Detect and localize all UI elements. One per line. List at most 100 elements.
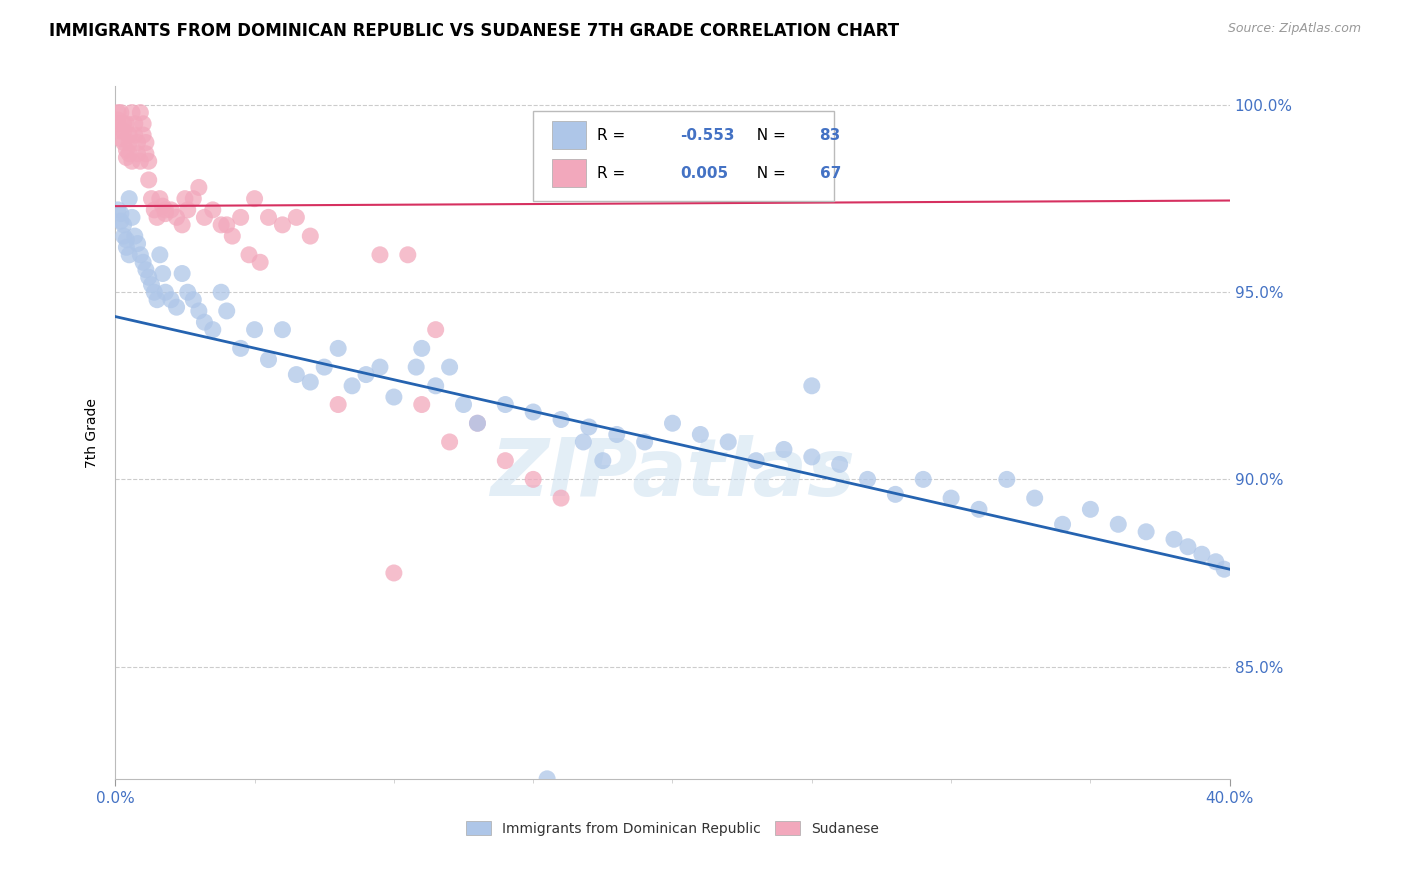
Point <box>884 487 907 501</box>
Point <box>115 143 138 157</box>
Point <box>299 229 322 244</box>
Point <box>141 192 163 206</box>
Point <box>193 315 215 329</box>
Point <box>572 434 595 449</box>
Point <box>257 211 280 225</box>
Point <box>215 304 238 318</box>
Point <box>149 248 172 262</box>
Point <box>1080 502 1102 516</box>
Point <box>967 502 990 516</box>
Point <box>328 342 350 356</box>
Point <box>800 379 823 393</box>
Point <box>152 267 174 281</box>
Text: N =: N = <box>747 166 790 181</box>
Point <box>550 491 572 505</box>
Point <box>229 211 252 225</box>
Point <box>181 293 204 307</box>
Point <box>939 491 962 505</box>
Point <box>405 360 427 375</box>
Point <box>107 113 129 128</box>
Point <box>177 202 200 217</box>
Point <box>439 360 461 375</box>
Point <box>773 442 796 457</box>
Point <box>187 304 209 318</box>
Point <box>138 154 160 169</box>
Point <box>172 218 194 232</box>
FancyBboxPatch shape <box>533 111 834 201</box>
Point <box>132 255 155 269</box>
Text: 67: 67 <box>820 166 841 181</box>
Point <box>578 420 600 434</box>
Point <box>828 458 851 472</box>
Point <box>411 342 433 356</box>
Point <box>606 427 628 442</box>
Point <box>285 368 308 382</box>
Point <box>633 434 655 449</box>
Point <box>382 390 405 404</box>
Point <box>115 151 138 165</box>
Point <box>550 412 572 426</box>
Point <box>467 416 489 430</box>
Point <box>368 360 391 375</box>
Point <box>243 192 266 206</box>
Point <box>177 285 200 300</box>
Point <box>299 375 322 389</box>
Text: IMMIGRANTS FROM DOMINICAN REPUBLIC VS SUDANESE 7TH GRADE CORRELATION CHART: IMMIGRANTS FROM DOMINICAN REPUBLIC VS SU… <box>49 22 900 40</box>
Point <box>800 450 823 464</box>
Point <box>522 472 544 486</box>
Point <box>425 323 447 337</box>
Point <box>221 229 243 244</box>
Point <box>146 211 169 225</box>
Point <box>592 453 614 467</box>
Legend: Immigrants from Dominican Republic, Sudanese: Immigrants from Dominican Republic, Suda… <box>461 815 884 841</box>
Point <box>143 202 166 217</box>
Point <box>110 124 132 138</box>
Point <box>138 173 160 187</box>
Point <box>215 218 238 232</box>
Point <box>115 233 138 247</box>
Point <box>132 128 155 142</box>
Point <box>110 214 132 228</box>
Point <box>661 416 683 430</box>
Point <box>340 379 363 393</box>
Point <box>1052 517 1074 532</box>
Point <box>149 192 172 206</box>
Point <box>201 323 224 337</box>
Point <box>181 192 204 206</box>
Point <box>152 199 174 213</box>
Point <box>1213 562 1236 576</box>
Point <box>209 218 232 232</box>
Y-axis label: 7th Grade: 7th Grade <box>86 398 100 467</box>
Point <box>127 136 149 150</box>
Point <box>127 236 149 251</box>
Point <box>124 128 146 142</box>
Point <box>1205 555 1227 569</box>
Point <box>155 206 177 220</box>
Point <box>396 248 419 262</box>
Point <box>411 398 433 412</box>
Point <box>115 240 138 254</box>
Point <box>132 117 155 131</box>
Point <box>745 453 768 467</box>
Point <box>143 285 166 300</box>
Point <box>107 105 129 120</box>
Point <box>1177 540 1199 554</box>
Point <box>209 285 232 300</box>
Point <box>439 434 461 449</box>
Point <box>121 154 143 169</box>
Point <box>1024 491 1046 505</box>
Point <box>1191 547 1213 561</box>
Point <box>166 211 188 225</box>
Point <box>115 117 138 131</box>
Point <box>229 342 252 356</box>
Text: R =: R = <box>596 128 630 143</box>
Point <box>121 211 143 225</box>
Point <box>1135 524 1157 539</box>
Point <box>1107 517 1129 532</box>
Text: N =: N = <box>747 128 790 143</box>
Point <box>112 218 135 232</box>
Text: ZIPatlas: ZIPatlas <box>491 435 855 513</box>
Point <box>110 206 132 220</box>
Point <box>467 416 489 430</box>
Point <box>118 146 141 161</box>
